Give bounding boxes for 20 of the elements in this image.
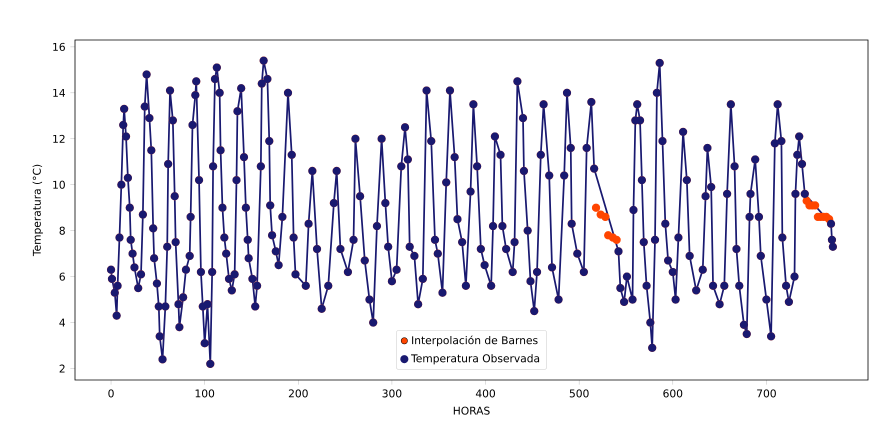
x-tick-label: 500 [570,389,589,398]
x-tick-label: 600 [663,389,682,398]
legend-label: Temperatura Observada [411,354,540,364]
x-tick-label: 300 [382,389,402,398]
x-tick-label: 0 [108,389,114,398]
x-tick-label: 400 [476,389,496,398]
y-axis-title: Temperatura (°C) [32,164,43,256]
x-axis-title: HORAS [454,406,490,415]
y-tick-label: 16 [53,42,65,51]
y-tick-label: 6 [60,272,65,281]
y-tick-label: 12 [53,134,65,143]
y-tick-label: 2 [60,364,65,372]
x-tick-label: 700 [757,389,776,398]
y-tick-label: 4 [59,318,66,326]
x-tick-label: 100 [196,389,214,398]
y-tick-label: 10 [53,180,65,189]
y-tick-label: 14 [53,88,66,97]
x-tick-label: 200 [288,389,308,398]
y-tick-label: 8 [60,226,65,235]
legend-label: Interpolación de Barnes [412,336,538,346]
